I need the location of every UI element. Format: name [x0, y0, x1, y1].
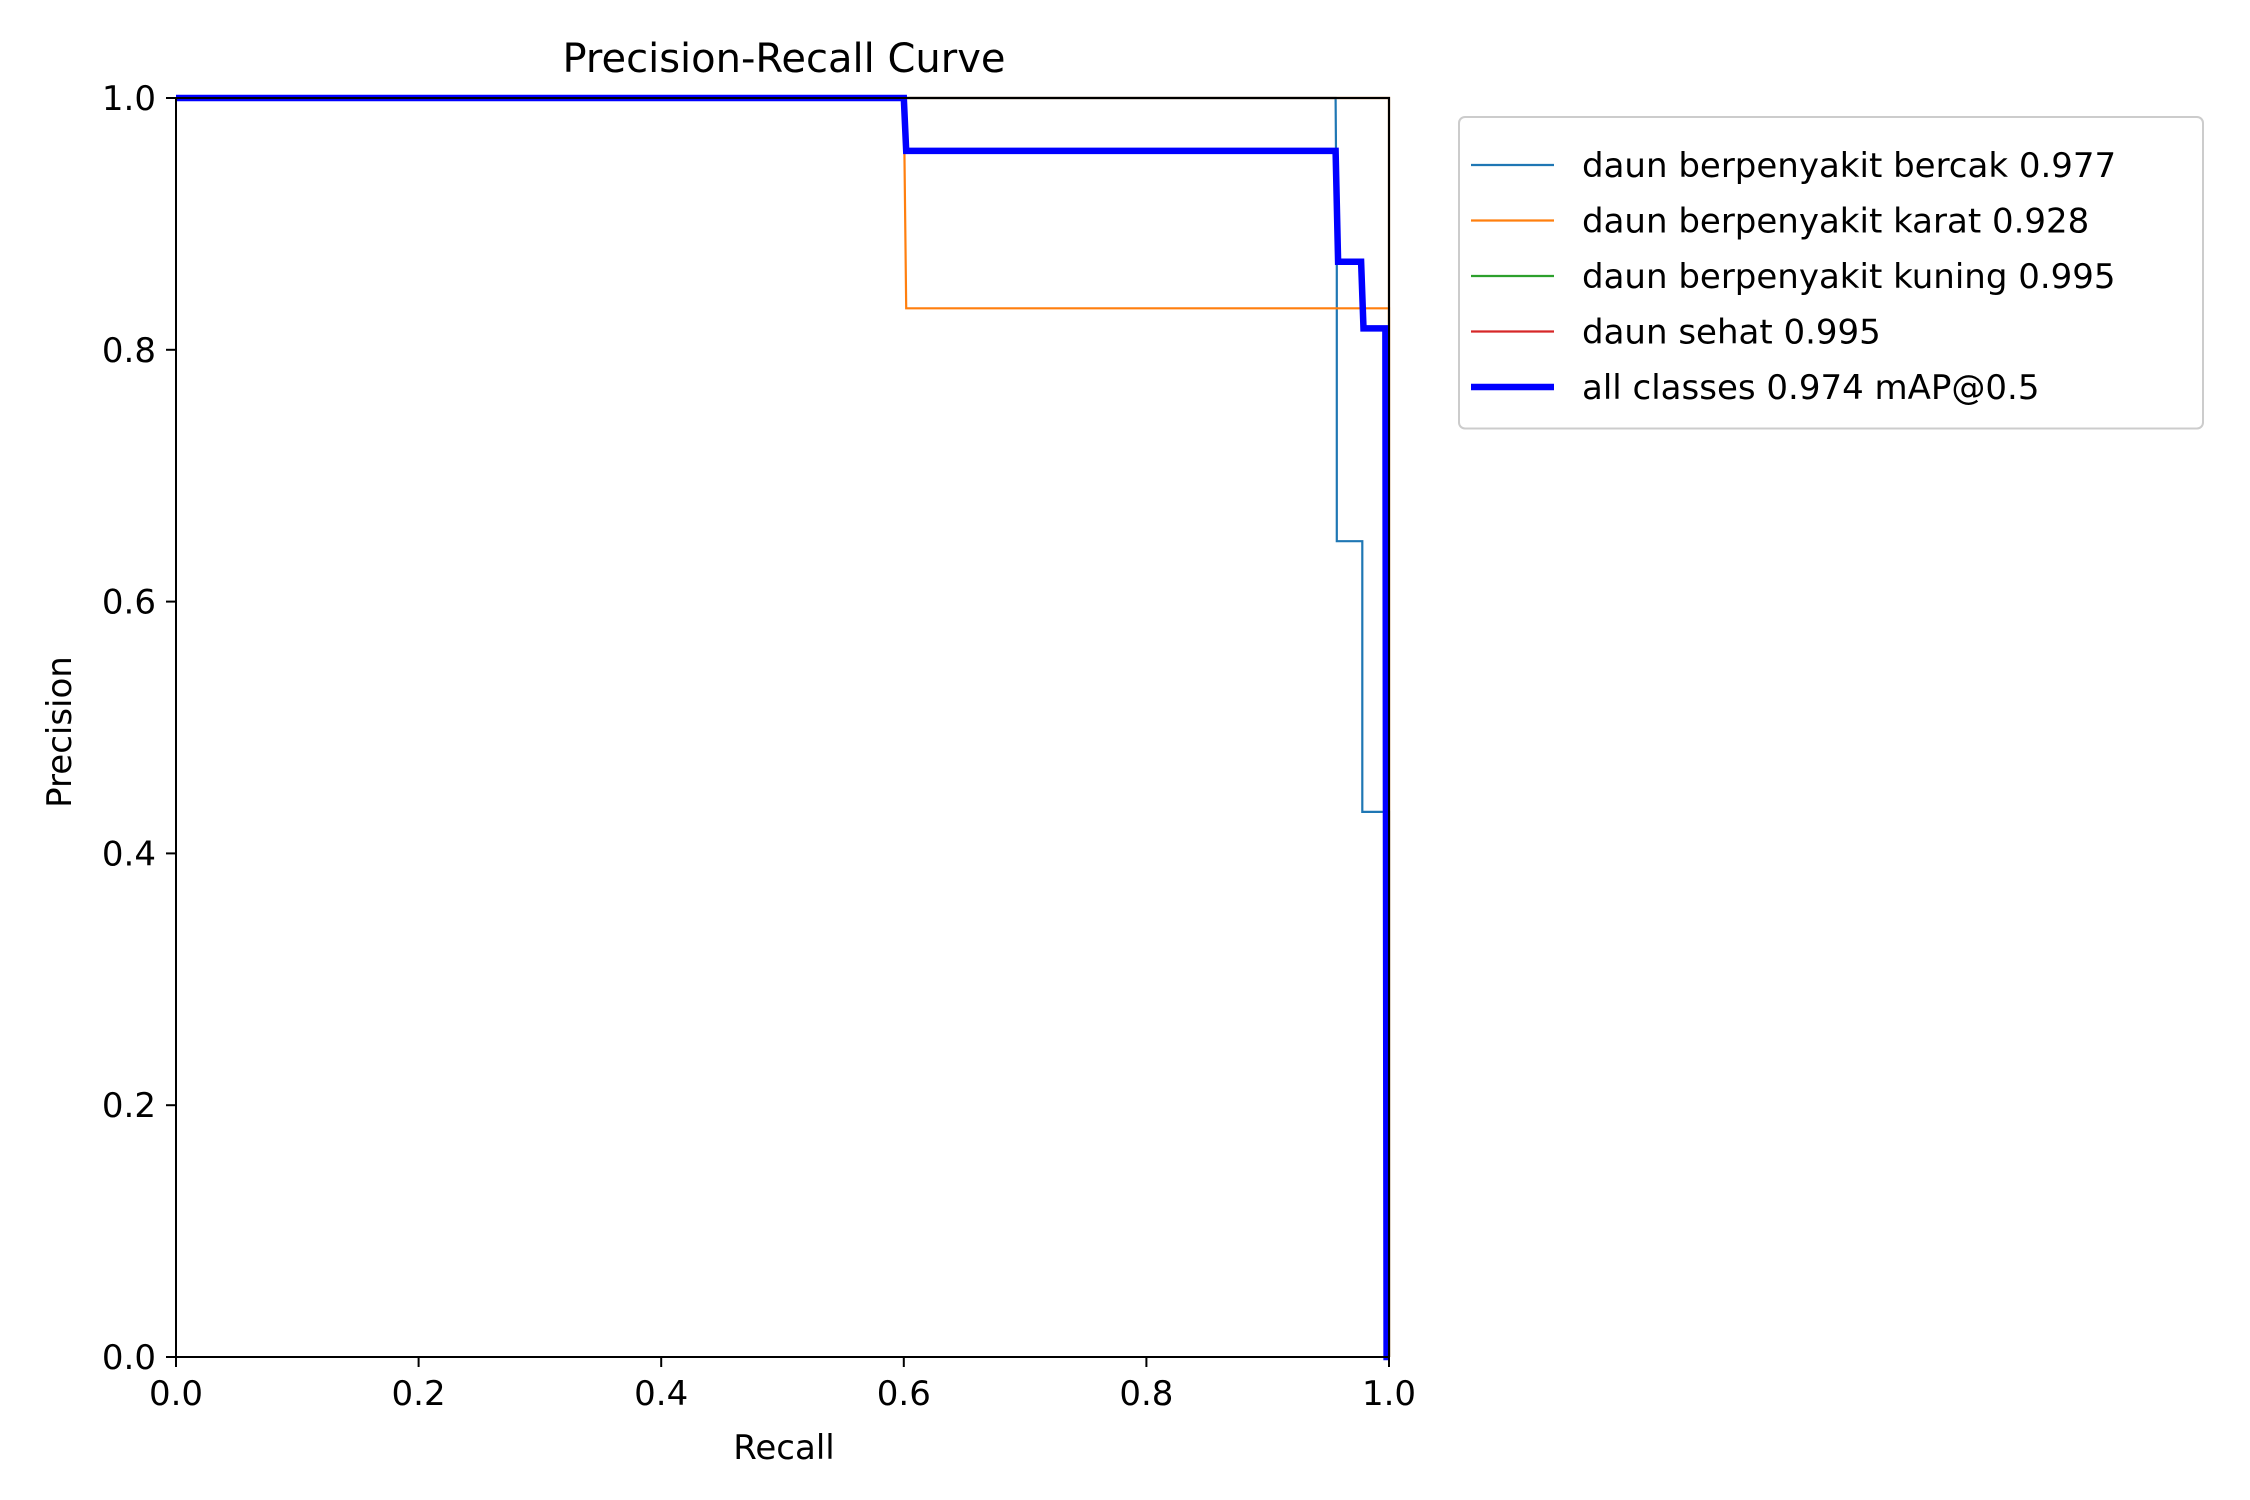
- y-tick-label: 1.0: [102, 79, 156, 119]
- y-tick-label: 0.8: [102, 331, 156, 371]
- plot-frame: [175, 97, 1390, 1358]
- legend-label-4: daun sehat 0.995: [1582, 313, 1881, 353]
- legend-label-3: daun berpenyakit kuning 0.995: [1582, 257, 2116, 297]
- x-tick-label: 0.4: [634, 1374, 688, 1414]
- x-tick-label: 1.0: [1362, 1374, 1416, 1414]
- x-tick-label: 0.8: [1119, 1374, 1173, 1414]
- legend-label-1: daun berpenyakit bercak 0.977: [1582, 146, 2116, 186]
- chart-title: Precision-Recall Curve: [563, 36, 1006, 82]
- y-tick-label: 0.4: [102, 834, 156, 874]
- legend-label-5: all classes 0.974 mAP@0.5: [1582, 368, 2039, 408]
- y-tick-label: 0.0: [102, 1338, 156, 1378]
- legend: daun berpenyakit bercak 0.977 daun berpen…: [1458, 116, 2204, 430]
- plot-area: [175, 94, 1391, 1361]
- legend-box: [1458, 116, 2204, 430]
- x-axis-label: Recall: [733, 1428, 834, 1468]
- y-axis-label: Precision: [40, 656, 80, 808]
- y-tick-label: 0.6: [102, 583, 156, 623]
- x-tick-label: 0.0: [149, 1374, 203, 1414]
- y-axis: 0.0 0.2 0.4 0.6 0.8 1.0: [102, 79, 176, 1378]
- legend-label-2: daun berpenyakit karat 0.928: [1582, 202, 2089, 242]
- x-axis: 0.0 0.2 0.4 0.6 0.8 1.0: [149, 1357, 1416, 1414]
- x-tick-label: 0.2: [392, 1374, 446, 1414]
- series-line-5: [176, 94, 1390, 1361]
- x-tick-label: 0.6: [877, 1374, 931, 1414]
- y-tick-label: 0.2: [102, 1086, 156, 1126]
